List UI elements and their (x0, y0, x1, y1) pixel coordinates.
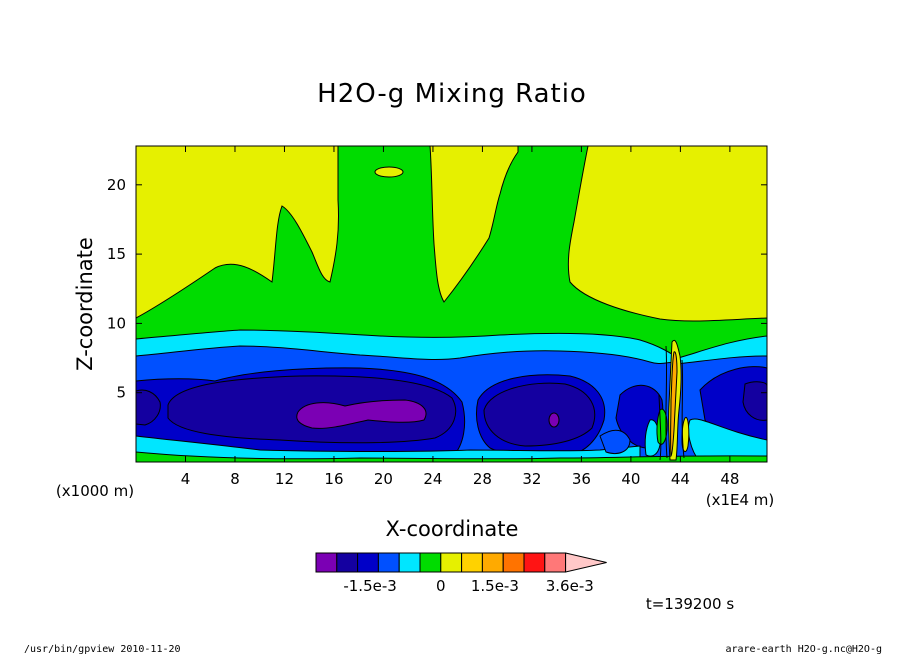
contour-field (136, 146, 767, 462)
y-tick-label: 5 (116, 384, 126, 402)
contour-level-orange (670, 351, 678, 458)
x-tick-label: 28 (473, 470, 492, 488)
colorbar-swatch (315, 552, 338, 573)
x-tick-label: 48 (720, 470, 739, 488)
y-axis-ticks: 5 10 15 20 (107, 176, 767, 402)
y-tick-label: 10 (107, 314, 126, 332)
y-tick-label: 15 (107, 245, 126, 263)
x-unit-label: (x1000 m) (56, 482, 134, 500)
colorbar-swatch (544, 552, 567, 573)
colorbar-tick-label: 0 (436, 577, 446, 595)
contour-level-darkblue (136, 389, 161, 426)
colorbar-tick-label: 1.5e-3 (471, 577, 519, 595)
colorbar-swatch (398, 552, 421, 573)
colorbar-swatch (461, 552, 483, 573)
contour-line (665, 345, 668, 459)
colorbar-extend-arrow (565, 552, 607, 573)
contour-level-darkblue (742, 381, 767, 421)
colorbar-swatch (481, 552, 504, 573)
x-tick-label: 24 (423, 470, 442, 488)
contour-line (681, 359, 685, 459)
x-tick-label: 20 (374, 470, 393, 488)
time-label: t=139200 s (646, 595, 734, 613)
y-tick-label: 20 (107, 176, 126, 194)
colorbar-swatch (377, 552, 400, 573)
x-tick-label: 8 (230, 470, 240, 488)
y-axis-label: Z-coordinate (73, 237, 97, 371)
colorbar-swatch (419, 552, 442, 573)
contour-island-yellow (374, 166, 404, 178)
x-tick-label: 12 (275, 470, 294, 488)
x-axis-label: X-coordinate (386, 517, 519, 541)
colorbar-tick-labels: -1.5e-3 0 1.5e-3 3.6e-3 (343, 577, 593, 595)
colorbar-tick-label: 3.6e-3 (546, 577, 594, 595)
colorbar-swatch (502, 552, 525, 573)
x-tick-label: 4 (181, 470, 191, 488)
x-scale-note: (x1E4 m) (706, 491, 775, 509)
plot-frame (135, 145, 768, 463)
colorbar-swatch (357, 552, 379, 573)
contour-line (658, 394, 662, 461)
contour-level-cyan (136, 435, 641, 462)
chart-title: H2O-g Mixing Ratio (317, 79, 587, 109)
contour-level-green (656, 408, 668, 445)
footer-right: arare-earth_H2O-g.nc@H2O-g (725, 644, 882, 654)
colorbar-tick-label: -1.5e-3 (343, 577, 396, 595)
colorbar-swatch (440, 552, 463, 573)
footer-left: /usr/bin/gpview 2010-11-20 (24, 644, 181, 654)
x-tick-label: 40 (621, 470, 640, 488)
contour-level-darkblue (483, 382, 596, 447)
x-tick-label: 16 (324, 470, 343, 488)
contour-level-lightblue (599, 429, 631, 454)
colorbar-swatch (336, 552, 359, 573)
x-tick-label: 44 (671, 470, 690, 488)
contour-island-purple (548, 412, 560, 428)
colorbar-swatch (523, 552, 546, 573)
contour-level-green (136, 451, 767, 462)
x-tick-label: 32 (522, 470, 541, 488)
x-axis-ticks: 4 8 12 16 20 24 28 32 36 40 44 48 (181, 146, 739, 488)
colorbar (315, 552, 607, 573)
contour-level-purple (296, 399, 427, 429)
x-tick-label: 36 (572, 470, 591, 488)
